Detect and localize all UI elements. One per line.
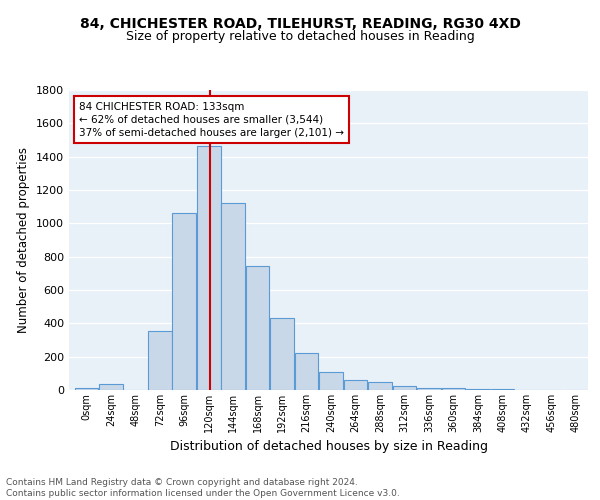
Bar bbox=[221, 204, 245, 390]
Bar bbox=[368, 382, 392, 390]
Bar bbox=[417, 388, 441, 390]
Text: 84 CHICHESTER ROAD: 133sqm
← 62% of detached houses are smaller (3,544)
37% of s: 84 CHICHESTER ROAD: 133sqm ← 62% of deta… bbox=[79, 102, 344, 138]
Bar bbox=[344, 380, 367, 390]
Text: 84, CHICHESTER ROAD, TILEHURST, READING, RG30 4XD: 84, CHICHESTER ROAD, TILEHURST, READING,… bbox=[80, 18, 520, 32]
Bar bbox=[295, 352, 319, 390]
Bar bbox=[246, 266, 269, 390]
Bar bbox=[172, 214, 196, 390]
Bar bbox=[148, 331, 172, 390]
Bar bbox=[74, 388, 98, 390]
Y-axis label: Number of detached properties: Number of detached properties bbox=[17, 147, 31, 333]
Bar bbox=[392, 386, 416, 390]
Bar bbox=[491, 389, 514, 390]
Text: Contains HM Land Registry data © Crown copyright and database right 2024.
Contai: Contains HM Land Registry data © Crown c… bbox=[6, 478, 400, 498]
Bar bbox=[442, 388, 465, 390]
Bar bbox=[99, 384, 122, 390]
Bar bbox=[466, 389, 490, 390]
Bar bbox=[270, 318, 294, 390]
Bar bbox=[319, 372, 343, 390]
Bar bbox=[197, 146, 221, 390]
X-axis label: Distribution of detached houses by size in Reading: Distribution of detached houses by size … bbox=[170, 440, 487, 454]
Text: Size of property relative to detached houses in Reading: Size of property relative to detached ho… bbox=[125, 30, 475, 43]
